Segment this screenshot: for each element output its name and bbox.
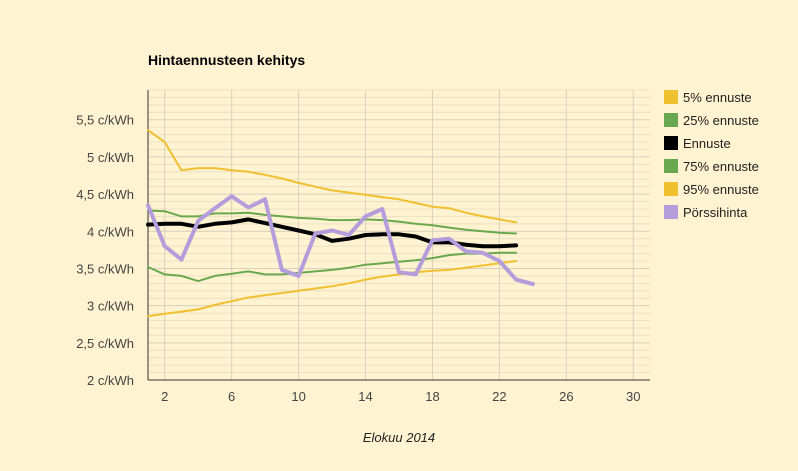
y-tick-label: 4,5 c/kWh — [76, 187, 134, 202]
legend-swatch — [664, 182, 678, 196]
axes: 2 c/kWh 2,5 c/kWh 3 c/kWh 3,5 c/kWh 4 c/kWh 4… — [76, 90, 650, 404]
series-line-1 — [147, 260, 518, 318]
x-tick-label: 6 — [228, 389, 235, 404]
y-tick-label: 2,5 c/kWh — [76, 336, 134, 351]
legend: 5% ennuste 25% ennuste Ennuste 75% ennuste 9… — [664, 90, 759, 220]
legend-swatch — [664, 113, 678, 127]
series-lines — [146, 129, 535, 318]
y-tick-label: 3,5 c/kWh — [76, 261, 134, 276]
series-line-5 — [147, 129, 518, 224]
chart-title: Hintaennusteen kehitys — [148, 52, 305, 68]
series-line-2 — [147, 251, 518, 283]
legend-swatch — [664, 159, 678, 173]
y-tick-label: 5,5 c/kWh — [76, 113, 134, 128]
y-tick-label: 4 c/kWh — [87, 224, 134, 239]
legend-label: Ennuste — [683, 136, 731, 151]
y-tick-label: 3 c/kWh — [87, 299, 134, 314]
x-tick-label: 22 — [492, 389, 506, 404]
legend-label: 25% ennuste — [683, 113, 759, 128]
legend-swatch — [664, 205, 678, 219]
x-axis-label: Elokuu 2014 — [363, 430, 435, 445]
legend-label: 95% ennuste — [683, 182, 759, 197]
legend-swatch — [664, 136, 678, 150]
y-tick-label: 2 c/kWh — [87, 373, 134, 388]
legend-label: Pörssihinta — [683, 205, 748, 220]
x-tick-label: 18 — [425, 389, 439, 404]
legend-label: 5% ennuste — [683, 90, 752, 105]
x-tick-label: 14 — [358, 389, 372, 404]
x-tick-label: 26 — [559, 389, 573, 404]
x-tick-label: 2 — [161, 389, 168, 404]
x-tick-label: 10 — [291, 389, 305, 404]
legend-swatch — [664, 90, 678, 104]
x-tick-label: 30 — [626, 389, 640, 404]
series-line-6 — [146, 194, 535, 287]
y-tick-label: 5 c/kWh — [87, 150, 134, 165]
legend-label: 75% ennuste — [683, 159, 759, 174]
